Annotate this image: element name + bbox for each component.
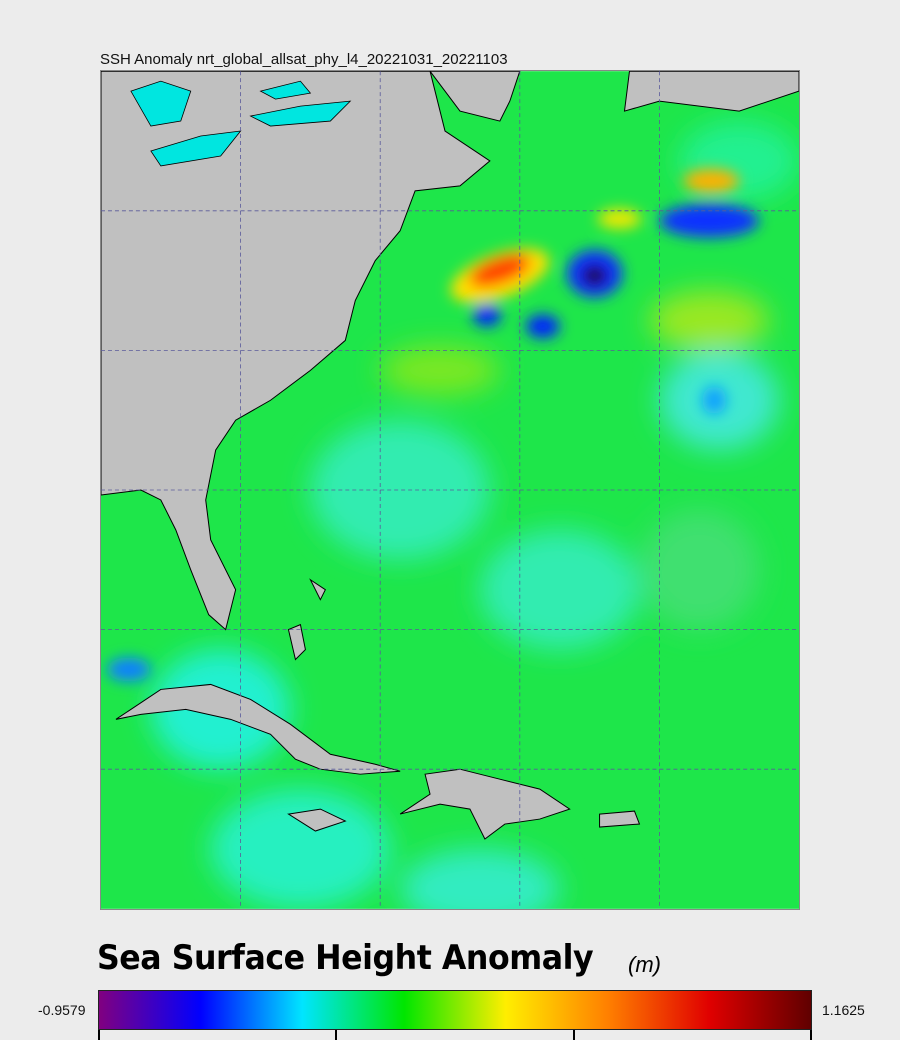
anomaly-field bbox=[150, 121, 799, 909]
nova-scotia-land bbox=[623, 71, 799, 112]
ssh-anomaly-map[interactable] bbox=[100, 70, 800, 910]
bahamas-island bbox=[309, 578, 326, 601]
colorbar-tick bbox=[335, 1030, 337, 1040]
puerto-rico bbox=[599, 810, 641, 828]
colorbar-tick bbox=[810, 1030, 812, 1040]
hispaniola bbox=[399, 768, 571, 840]
colorbar-tick bbox=[573, 1030, 575, 1040]
colorbar-min-label: -0.9579 bbox=[38, 1002, 86, 1018]
colorbar-units: (m) bbox=[628, 952, 661, 977]
map-title: SSH Anomaly nrt_global_allsat_phy_l4_202… bbox=[100, 51, 508, 68]
anomaly-eddies bbox=[106, 168, 760, 682]
colorbar-max-label: 1.1625 bbox=[822, 1002, 865, 1018]
jamaica bbox=[287, 808, 347, 832]
lakes bbox=[130, 80, 352, 167]
grid-lines bbox=[101, 71, 799, 909]
colorbar bbox=[98, 990, 812, 1030]
colorbar-title: Sea Surface Height Anomaly bbox=[97, 938, 594, 978]
colorbar-tick bbox=[98, 1030, 100, 1040]
bahamas-island bbox=[287, 623, 306, 661]
